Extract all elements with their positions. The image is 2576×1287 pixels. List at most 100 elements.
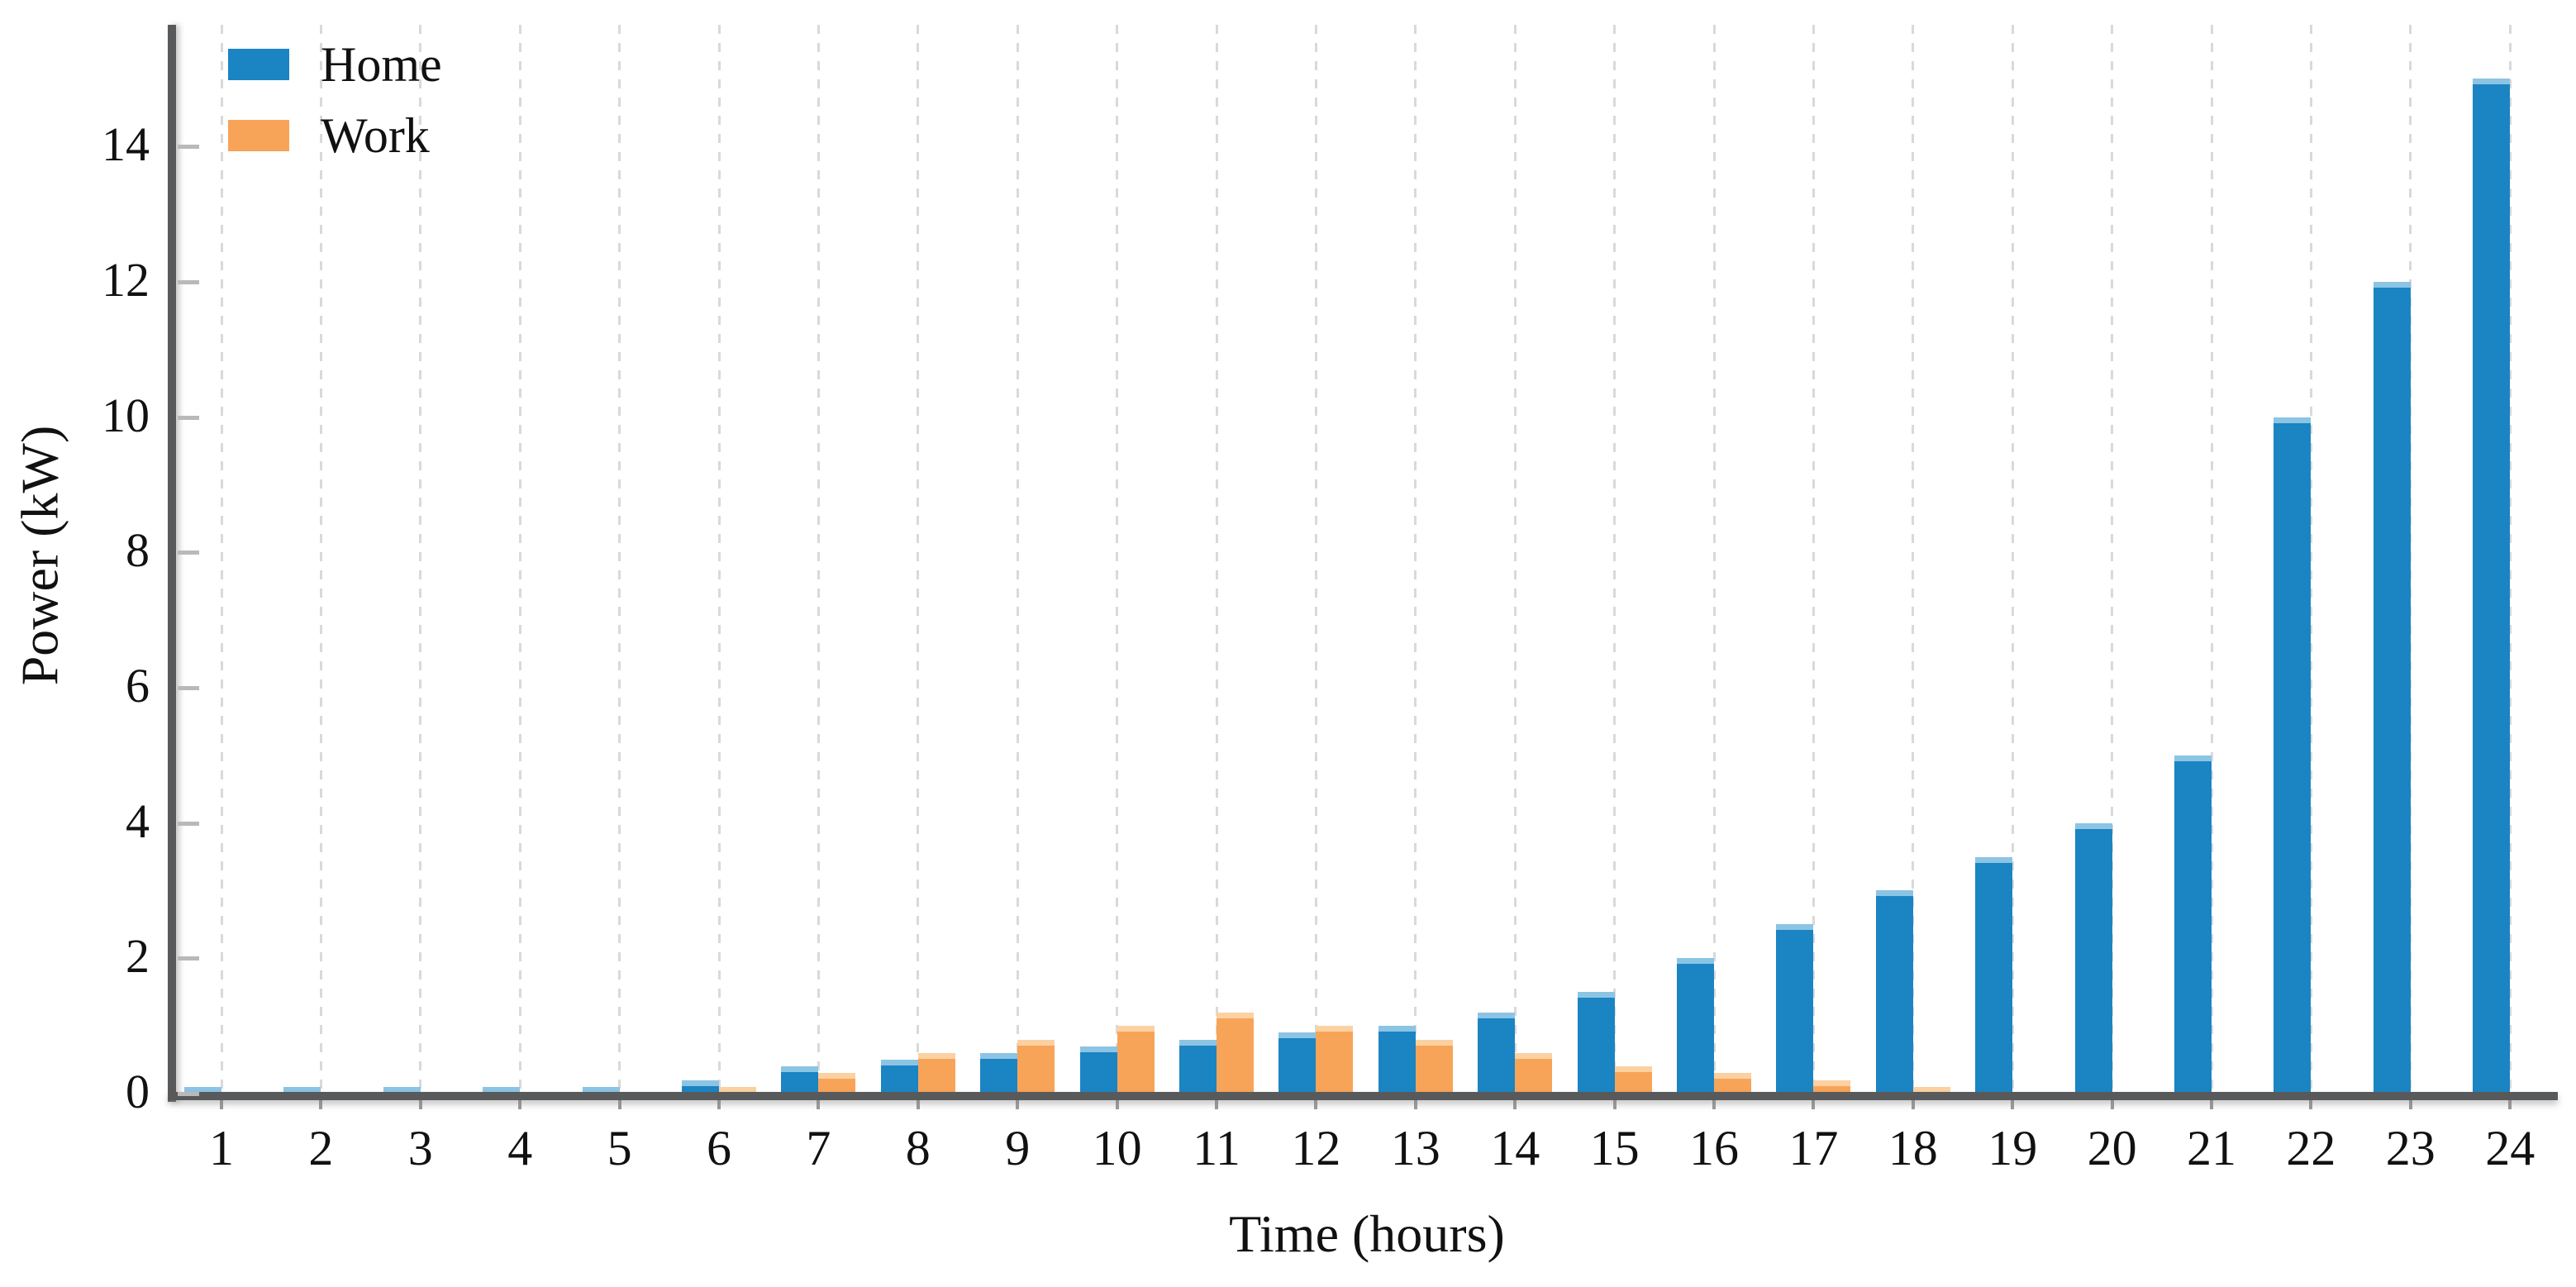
x-tick — [2408, 1098, 2412, 1109]
gridline — [1712, 25, 1716, 1094]
gridline — [319, 25, 322, 1094]
y-tick — [178, 415, 199, 420]
bar-work-15 — [1614, 1066, 1652, 1094]
x-tick-label: 10 — [1092, 1121, 1142, 1175]
x-tick-label: 8 — [905, 1121, 931, 1175]
x-tick — [1115, 1098, 1119, 1109]
x-tick-label: 1 — [209, 1121, 234, 1175]
x-tick-label: 18 — [1888, 1121, 1938, 1175]
y-tick-label: 8 — [126, 523, 150, 578]
y-axis-line — [168, 25, 176, 1102]
y-tick-label: 14 — [102, 117, 150, 172]
gridline — [2011, 25, 2014, 1094]
x-tick-label: 2 — [308, 1121, 334, 1175]
gridline — [2210, 25, 2213, 1094]
bar-home-23 — [2373, 282, 2411, 1094]
legend-item-home: Home — [228, 40, 442, 89]
x-tick — [1612, 1098, 1617, 1109]
bar-home-8 — [880, 1060, 918, 1094]
legend-swatch-home-icon — [228, 49, 289, 80]
legend-swatch-work-icon — [228, 120, 289, 151]
bar-home-16 — [1677, 958, 1714, 1094]
gridline — [1513, 25, 1517, 1094]
bar-home-4 — [483, 1087, 521, 1094]
bar-home-11 — [1179, 1040, 1217, 1094]
legend-label-home: Home — [321, 37, 442, 92]
legend-item-work: Work — [228, 111, 442, 160]
bar-work-14 — [1515, 1053, 1553, 1094]
y-tick — [178, 145, 199, 150]
x-tick — [717, 1098, 721, 1109]
x-tick — [2309, 1098, 2313, 1109]
legend: Home Work — [228, 40, 442, 182]
bar-work-17 — [1813, 1080, 1851, 1094]
gridline — [2508, 25, 2512, 1094]
gridline — [1215, 25, 1218, 1094]
x-tick — [2110, 1098, 2114, 1109]
bar-home-12 — [1278, 1032, 1317, 1094]
x-tick-label: 9 — [1005, 1121, 1031, 1175]
gridline — [917, 25, 920, 1094]
bar-work-10 — [1117, 1026, 1155, 1094]
gridline — [717, 25, 721, 1094]
bar-home-10 — [1079, 1046, 1117, 1094]
x-tick — [1812, 1098, 1816, 1109]
y-tick-label: 4 — [126, 794, 150, 848]
x-tick-label: 14 — [1490, 1121, 1540, 1175]
bar-home-20 — [2074, 823, 2112, 1094]
x-tick-label: 15 — [1589, 1121, 1640, 1175]
x-tick-label: 6 — [707, 1121, 731, 1175]
gridline — [1613, 25, 1617, 1094]
gridline — [1414, 25, 1417, 1094]
gridline — [817, 25, 820, 1094]
bar-home-9 — [980, 1053, 1018, 1094]
x-tick-label: 20 — [2087, 1121, 2137, 1175]
x-tick-label: 22 — [2286, 1121, 2336, 1175]
bar-work-7 — [818, 1073, 856, 1094]
y-tick — [178, 551, 199, 555]
y-tick-label: 0 — [126, 1065, 150, 1118]
gridline — [220, 25, 223, 1094]
x-tick-label: 12 — [1291, 1121, 1341, 1175]
x-tick-label: 24 — [2485, 1121, 2536, 1175]
bar-work-12 — [1316, 1026, 1354, 1094]
x-axis-title: Time (hours) — [1229, 1204, 1505, 1263]
x-tick — [1911, 1098, 1915, 1109]
bar-home-17 — [1776, 924, 1814, 1094]
x-tick — [2011, 1098, 2015, 1109]
bar-home-22 — [2274, 417, 2312, 1094]
gridline — [1016, 25, 1019, 1094]
y-tick — [178, 821, 199, 826]
bar-work-13 — [1415, 1040, 1453, 1094]
y-tick-label: 6 — [126, 658, 150, 713]
bar-work-6 — [719, 1087, 756, 1094]
bar-home-24 — [2473, 79, 2511, 1094]
bar-home-5 — [582, 1087, 620, 1094]
bar-work-8 — [917, 1053, 955, 1094]
x-tick — [1016, 1098, 1020, 1109]
x-tick — [220, 1098, 223, 1109]
bar-home-1 — [184, 1087, 221, 1094]
x-tick — [2210, 1098, 2213, 1109]
bar-home-3 — [383, 1087, 421, 1094]
x-tick — [617, 1098, 621, 1109]
bar-work-16 — [1714, 1073, 1751, 1094]
x-tick — [319, 1098, 323, 1109]
bar-home-18 — [1875, 890, 1913, 1094]
x-tick — [1712, 1098, 1716, 1109]
gridline — [1314, 25, 1317, 1094]
x-tick-label: 11 — [1193, 1121, 1240, 1175]
x-tick-label: 17 — [1788, 1121, 1839, 1175]
x-tick-label: 21 — [2187, 1121, 2236, 1175]
bar-home-7 — [781, 1066, 819, 1094]
y-tick-label: 2 — [126, 929, 150, 984]
legend-label-work: Work — [321, 108, 430, 163]
bar-home-19 — [1975, 857, 2013, 1094]
x-tick-label: 7 — [806, 1121, 831, 1175]
gridline — [1116, 25, 1119, 1094]
bar-home-6 — [682, 1080, 719, 1094]
gridline — [2111, 25, 2114, 1094]
gridline — [618, 25, 621, 1094]
x-tick-label: 19 — [1988, 1121, 2038, 1175]
